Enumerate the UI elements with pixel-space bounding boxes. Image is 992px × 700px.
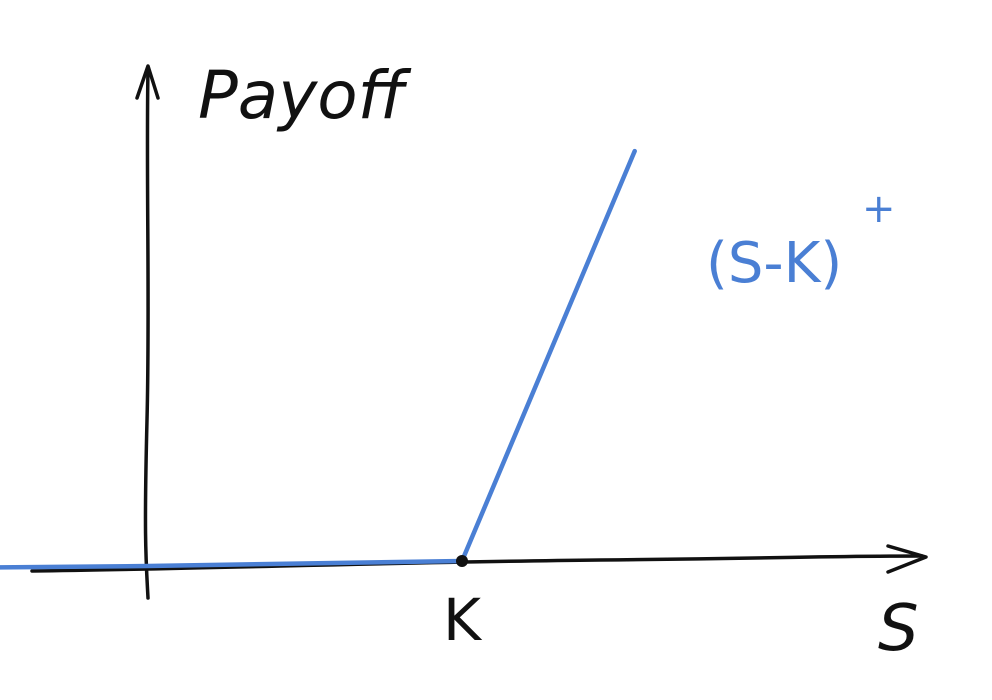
y-axis-arrowhead [135,64,160,100]
strike-point-marker [456,555,468,567]
x-axis-line [30,554,924,573]
strike-label: K [443,586,483,654]
payoff-line [0,148,637,570]
x-axis-label: S [878,592,919,666]
y-axis-label: Payoff [198,57,412,134]
y-axis-line [143,66,150,600]
curve-label-text: (S-K) [706,231,842,296]
curve-label: (S-K) + [706,186,896,296]
curve-label-superscript: + [862,186,896,232]
x-axis-arrowhead [886,544,928,574]
